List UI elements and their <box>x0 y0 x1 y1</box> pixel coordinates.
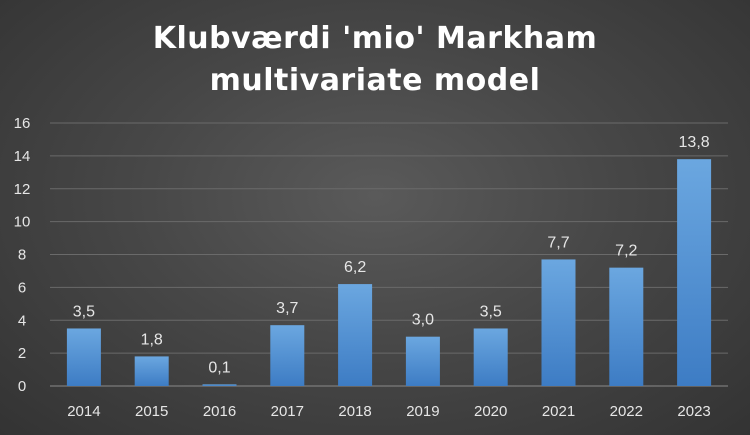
x-tick-label: 2014 <box>67 403 100 420</box>
x-tick-label: 2015 <box>135 403 168 420</box>
x-tick-label: 2023 <box>677 403 710 420</box>
y-tick-label: 8 <box>18 247 26 264</box>
bar-2017 <box>270 325 305 386</box>
data-label-2021: 7,7 <box>547 234 569 251</box>
bar-2016 <box>202 384 237 386</box>
y-tick-label: 6 <box>18 279 26 296</box>
y-tick-label: 12 <box>14 181 31 198</box>
data-label-2014: 3,5 <box>73 303 95 320</box>
chart-title-line-2: multivariate model <box>209 63 541 98</box>
y-tick-label: 14 <box>14 148 31 165</box>
y-tick-label: 10 <box>14 214 31 231</box>
data-label-2016: 0,1 <box>208 359 230 376</box>
x-tick-label: 2019 <box>406 403 439 420</box>
data-label-2015: 1,8 <box>141 331 163 348</box>
x-tick-label: 2020 <box>474 403 507 420</box>
x-tick-label: 2016 <box>203 403 236 420</box>
bar-2019 <box>405 336 440 386</box>
y-tick-label: 2 <box>18 345 26 362</box>
data-label-2018: 6,2 <box>344 259 366 276</box>
data-label-2022: 7,2 <box>615 243 637 260</box>
bar-2018 <box>338 284 373 386</box>
bar-2023 <box>677 159 712 386</box>
y-tick-label: 16 <box>14 115 31 132</box>
data-label-2020: 3,5 <box>480 303 502 320</box>
data-label-2019: 3,0 <box>412 312 434 329</box>
x-tick-label: 2017 <box>271 403 304 420</box>
x-tick-label: 2018 <box>338 403 371 420</box>
x-tick-label: 2022 <box>610 403 643 420</box>
chart-title-line-1: Klubværdi 'mio' Markham <box>152 21 598 56</box>
data-label-2023: 13,8 <box>679 134 710 151</box>
bar-2015 <box>134 356 169 386</box>
bar-2014 <box>66 328 101 386</box>
data-label-2017: 3,7 <box>276 300 298 317</box>
y-tick-label: 4 <box>18 312 26 329</box>
x-tick-label: 2021 <box>542 403 575 420</box>
bar-2020 <box>473 328 508 386</box>
bar-2022 <box>609 267 644 386</box>
y-tick-label: 0 <box>18 378 26 395</box>
bar-2021 <box>541 259 576 386</box>
chart-title: Klubværdi 'mio' Markham multivariate mod… <box>0 18 750 102</box>
